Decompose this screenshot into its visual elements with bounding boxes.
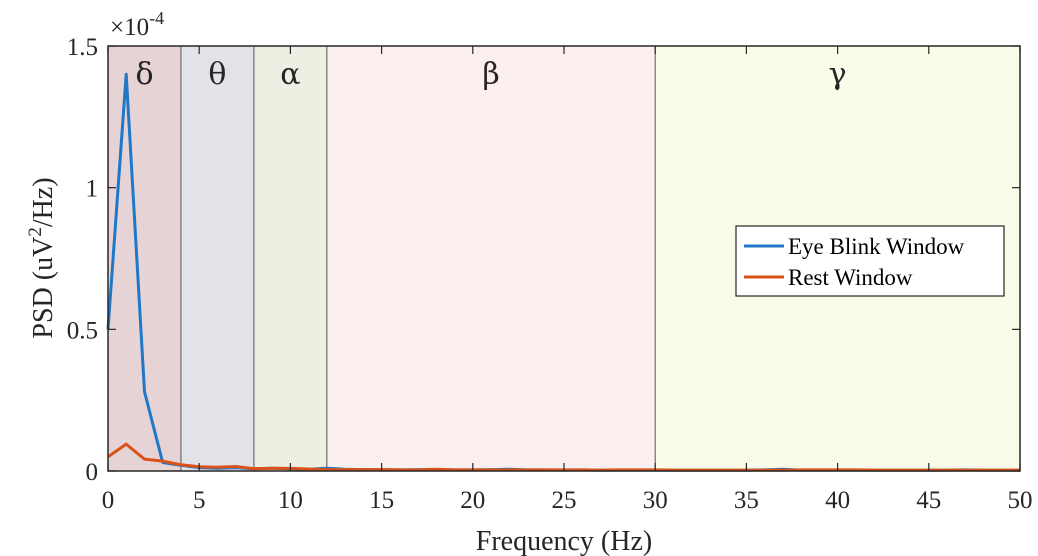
- x-tick-label: 0: [102, 487, 115, 514]
- x-tick-labels: 0 5 10 15 20 25 30 35 40 45 50: [102, 487, 1033, 514]
- axis-ticks: [107, 45, 1021, 472]
- y-tick-labels: 0 0.5 1 1.5: [67, 34, 98, 486]
- band-region-3: [326, 46, 656, 471]
- band-region-1: [180, 46, 254, 471]
- band-region-0: [108, 46, 181, 471]
- x-tick-label: 30: [643, 487, 668, 514]
- band-region-2: [253, 46, 327, 471]
- y-tick-label: 1: [86, 176, 99, 203]
- x-tick-label: 40: [825, 487, 850, 514]
- band-label: θ: [208, 57, 226, 92]
- x-tick-label: 45: [916, 487, 941, 514]
- y-axis-title: PSD (uV2/Hz): [25, 177, 59, 338]
- legend: Eye Blink Window Rest Window: [735, 225, 1005, 297]
- x-tick-label: 5: [193, 487, 206, 514]
- y-tick-label: 1.5: [67, 34, 98, 61]
- x-axis-title: Frequency (Hz): [476, 526, 652, 556]
- band-label: β: [482, 57, 499, 92]
- x-tick-label: 10: [278, 487, 303, 514]
- y-exponent-label: ×10-4: [110, 8, 164, 41]
- y-tick-label: 0: [86, 459, 99, 486]
- y-tick-label: 0.5: [67, 317, 98, 344]
- legend-label-eye-blink: Eye Blink Window: [788, 234, 965, 259]
- x-tick-label: 15: [369, 487, 394, 514]
- band-label: δ: [135, 57, 153, 92]
- band-label: γ: [829, 57, 847, 92]
- legend-box: [735, 225, 1005, 297]
- legend-label-rest: Rest Window: [788, 265, 913, 290]
- x-tick-label: 25: [552, 487, 577, 514]
- x-tick-label: 20: [460, 487, 485, 514]
- band-label: α: [280, 57, 300, 92]
- x-tick-label: 50: [1008, 487, 1033, 514]
- x-tick-label: 35: [734, 487, 759, 514]
